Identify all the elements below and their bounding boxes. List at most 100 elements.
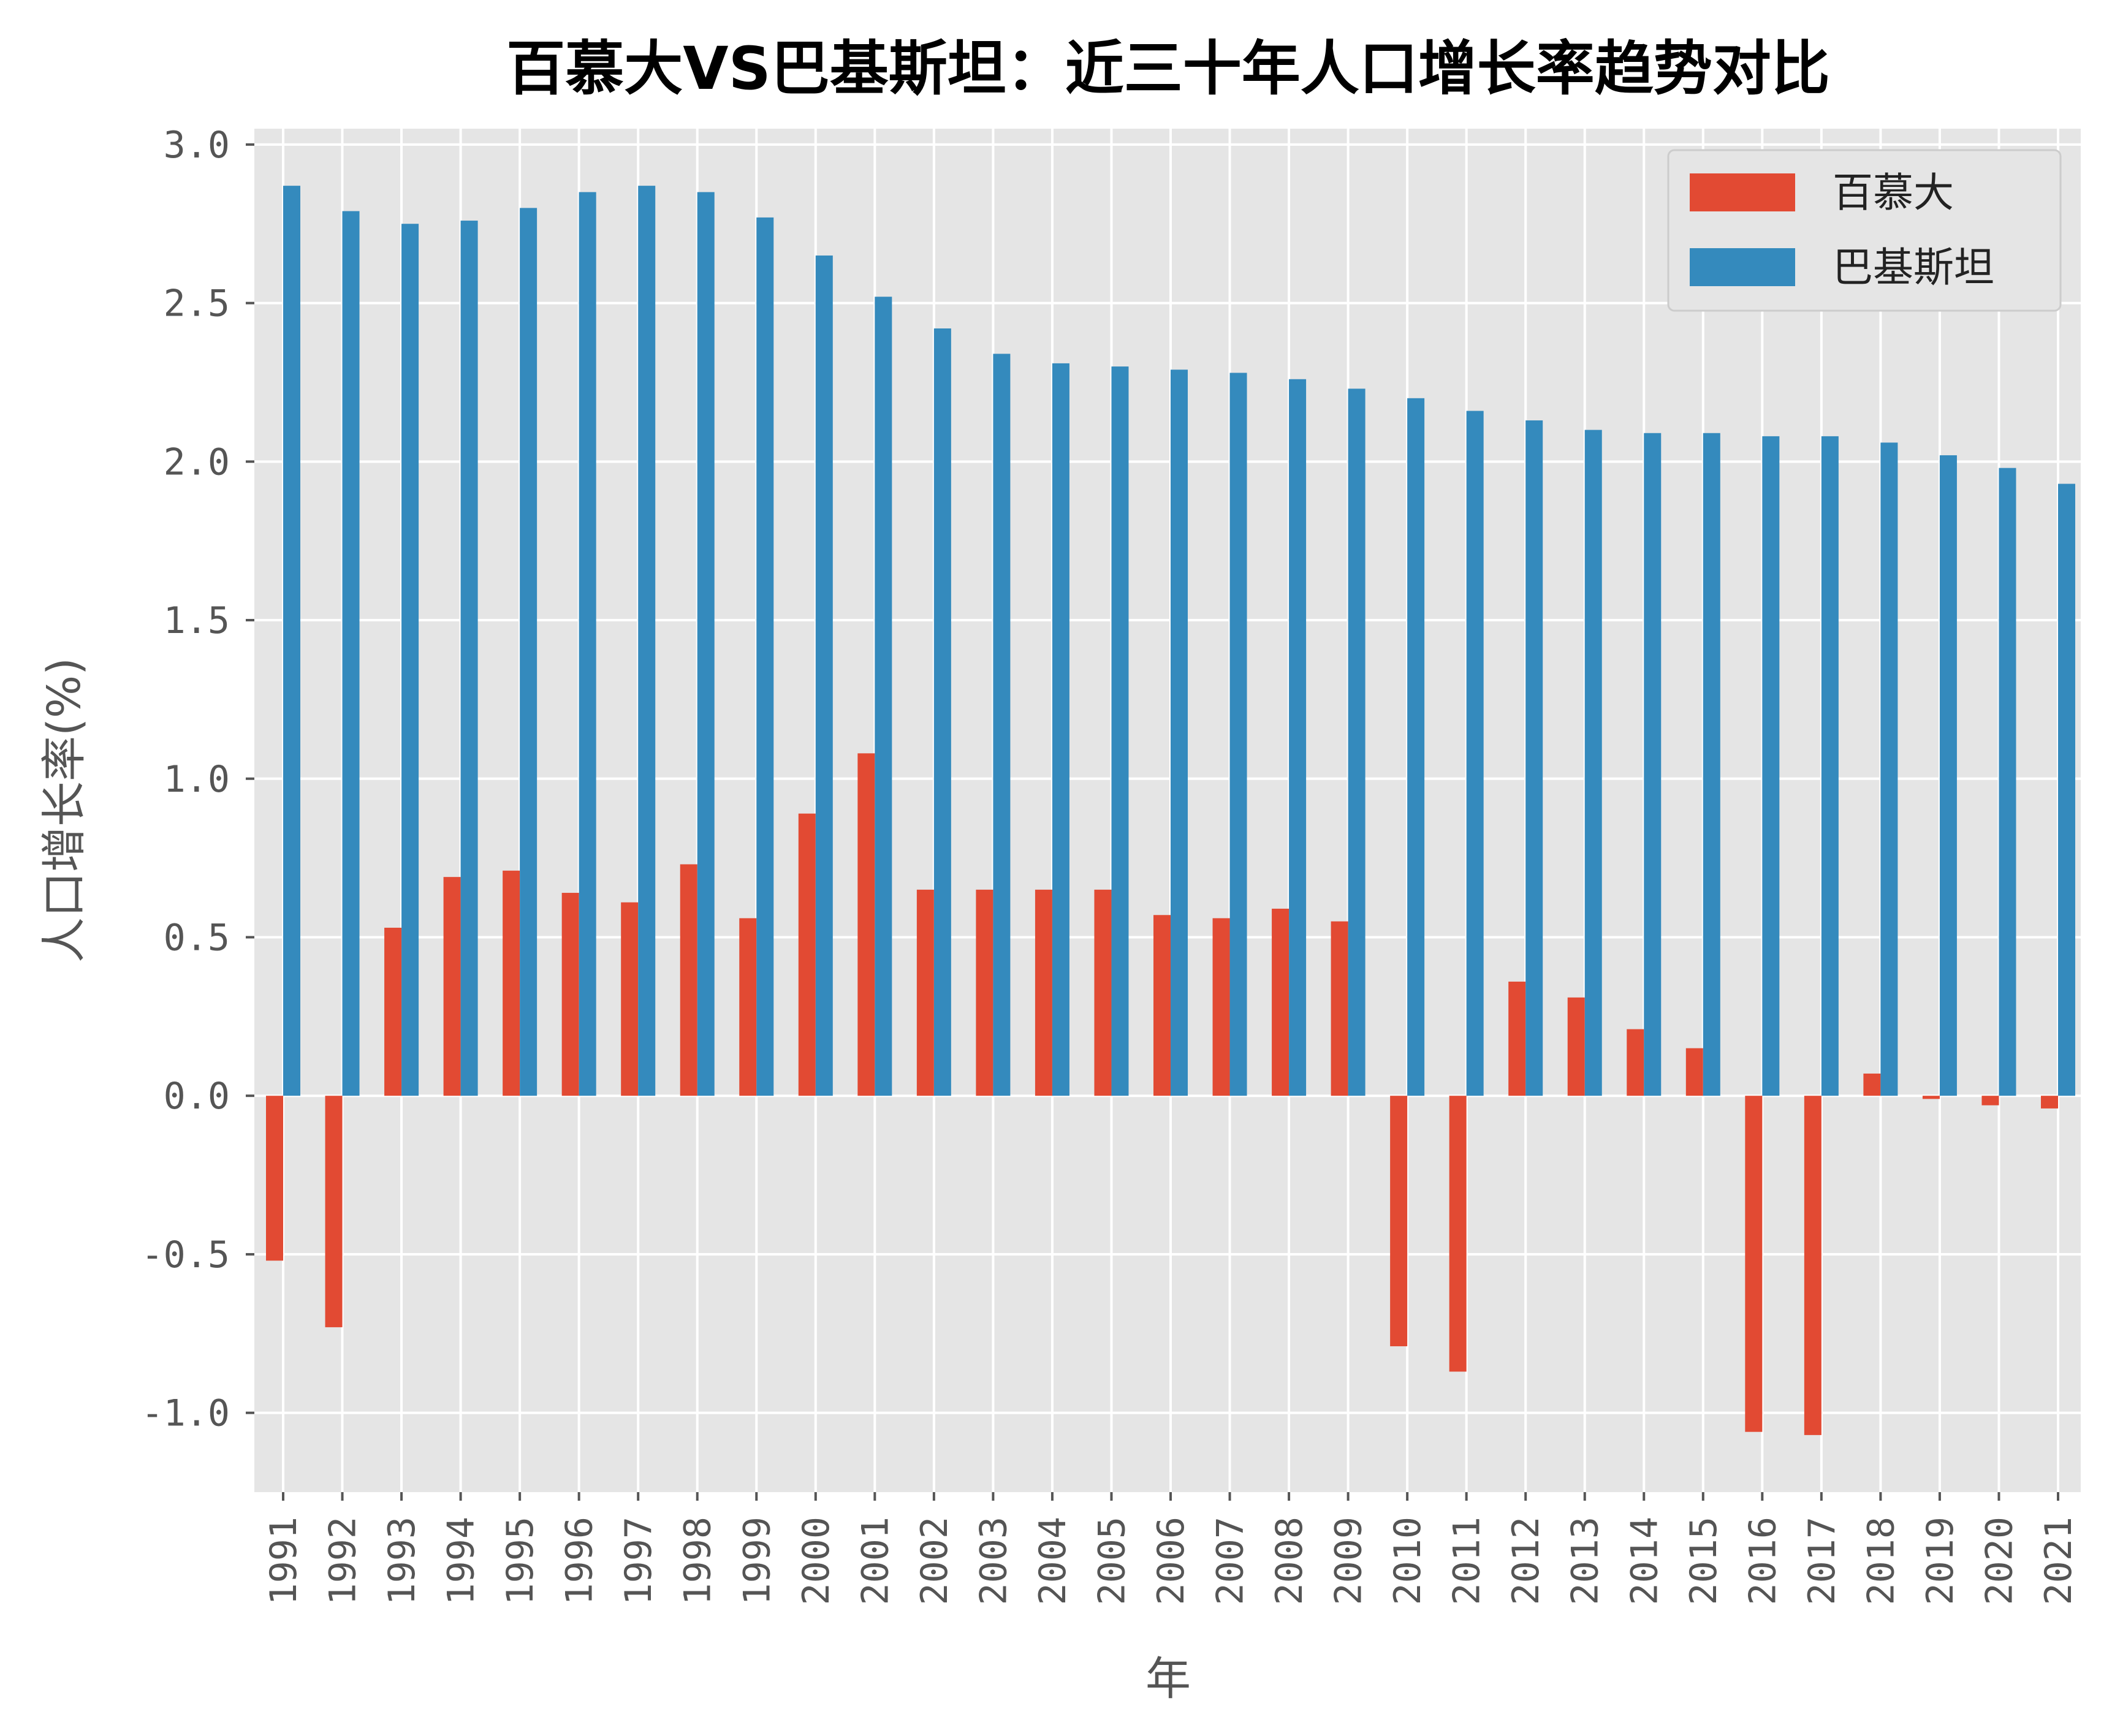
bar-bermuda-1991 (266, 1096, 283, 1261)
x-tick-label: 2019 (1919, 1517, 1962, 1605)
y-tick-label: 2.0 (164, 441, 230, 483)
bar-bermuda-2010 (1390, 1096, 1408, 1346)
bar-pakistan-1994 (460, 221, 478, 1096)
x-tick-label: 2017 (1801, 1517, 1844, 1605)
bar-bermuda-2012 (1508, 981, 1526, 1096)
bar-pakistan-2015 (1703, 433, 1720, 1096)
x-tick-label: 1994 (440, 1517, 483, 1605)
bar-pakistan-1991 (283, 186, 300, 1096)
bar-pakistan-2013 (1584, 430, 1602, 1096)
bar-pakistan-1995 (520, 208, 537, 1096)
bar-bermuda-2008 (1272, 908, 1290, 1096)
y-tick-label: 0.0 (164, 1075, 230, 1118)
x-axis-label: 年 (1145, 1653, 1191, 1705)
y-axis-label: 人口增长率(%) (38, 658, 91, 963)
x-tick-label: 2014 (1623, 1517, 1666, 1605)
bar-pakistan-2007 (1229, 373, 1247, 1096)
bar-pakistan-2014 (1644, 433, 1662, 1096)
bar-pakistan-2008 (1289, 379, 1307, 1096)
x-tick-label: 2016 (1741, 1517, 1784, 1605)
legend-label-bermuda: 百慕大 (1833, 169, 1954, 216)
legend: 百慕大 巴基斯坦 (1667, 149, 2062, 312)
y-axis-ticks: -1.0 -0.5 0.0 0.5 1.0 1.5 2.0 2.5 3.0 (142, 124, 254, 1435)
bar-bermuda-2004 (1035, 889, 1052, 1096)
bar-bermuda-2016 (1745, 1096, 1763, 1432)
x-tick-label: 1992 (322, 1517, 365, 1605)
bar-pakistan-2021 (2058, 483, 2075, 1096)
x-tick-label: 2015 (1682, 1517, 1725, 1605)
bars (266, 186, 2075, 1435)
bar-bermuda-1997 (621, 902, 639, 1096)
x-tick-label: 2007 (1209, 1517, 1252, 1605)
bar-pakistan-2018 (1880, 442, 1898, 1096)
bar-pakistan-2001 (875, 297, 892, 1096)
x-tick-label: 1993 (381, 1517, 424, 1605)
bar-pakistan-1999 (756, 217, 774, 1096)
bar-bermuda-2005 (1094, 889, 1112, 1096)
x-tick-label: 1996 (558, 1517, 601, 1605)
legend-label-pakistan: 巴基斯坦 (1833, 244, 1994, 291)
bar-pakistan-2010 (1407, 398, 1425, 1096)
y-tick-label: 0.5 (164, 916, 230, 959)
bar-pakistan-2019 (1939, 455, 1957, 1096)
x-tick-label: 2006 (1150, 1517, 1193, 1605)
bar-bermuda-2001 (857, 753, 875, 1096)
bar-pakistan-2003 (993, 354, 1011, 1096)
x-tick-label: 1997 (617, 1517, 660, 1605)
bar-bermuda-2000 (798, 813, 816, 1096)
bar-pakistan-1998 (697, 192, 715, 1096)
x-tick-label: 2003 (972, 1517, 1015, 1605)
x-tick-label: 1999 (735, 1517, 778, 1605)
bar-bermuda-2006 (1153, 915, 1171, 1096)
bar-bermuda-2007 (1212, 918, 1230, 1096)
x-tick-label: 2004 (1031, 1517, 1074, 1605)
x-tick-label: 2002 (913, 1517, 956, 1605)
bar-pakistan-1992 (342, 211, 360, 1096)
bar-pakistan-1993 (401, 224, 419, 1096)
chart-title: 百慕大VS巴基斯坦：近三十年人口增长率趋势对比 (506, 34, 1829, 103)
x-tick-label: 2012 (1505, 1517, 1548, 1605)
bar-pakistan-1996 (579, 192, 596, 1096)
x-tick-label: 2009 (1328, 1517, 1370, 1605)
x-tick-label: 2010 (1386, 1517, 1429, 1605)
bar-bermuda-2020 (1981, 1096, 1999, 1105)
bar-bermuda-2002 (916, 889, 934, 1096)
x-tick-label: 2011 (1446, 1517, 1489, 1605)
x-axis-ticks: 1991 1992 1993 1994 1995 1996 1997 1998 1999 2000… (262, 1492, 2080, 1605)
bar-pakistan-2016 (1762, 436, 1780, 1096)
bar-pakistan-2006 (1171, 370, 1188, 1096)
bar-pakistan-2017 (1821, 436, 1839, 1096)
legend-swatch-bermuda (1690, 173, 1795, 211)
y-tick-label: -0.5 (142, 1234, 230, 1276)
bar-bermuda-2009 (1331, 921, 1348, 1096)
bar-bermuda-2015 (1685, 1048, 1703, 1096)
bar-bermuda-2011 (1449, 1096, 1467, 1372)
bar-bermuda-2017 (1804, 1096, 1821, 1435)
bar-bermuda-2003 (976, 889, 993, 1096)
y-tick-label: 1.0 (164, 758, 230, 801)
y-tick-label: -1.0 (142, 1392, 230, 1435)
bar-bermuda-1992 (325, 1096, 343, 1327)
bar-bermuda-1994 (443, 877, 461, 1096)
x-tick-label: 2005 (1090, 1517, 1133, 1605)
x-tick-label: 2021 (2037, 1517, 2080, 1605)
x-tick-label: 2000 (795, 1517, 838, 1605)
bar-pakistan-2012 (1525, 420, 1543, 1096)
bar-bermuda-1996 (561, 893, 579, 1096)
x-tick-label: 1991 (262, 1517, 305, 1605)
bar-pakistan-2002 (933, 328, 951, 1096)
bar-pakistan-2005 (1111, 366, 1129, 1096)
x-tick-label: 2008 (1268, 1517, 1311, 1605)
x-tick-label: 2020 (1978, 1517, 2021, 1605)
x-tick-label: 2013 (1564, 1517, 1607, 1605)
bar-pakistan-2004 (1052, 363, 1069, 1096)
bar-pakistan-1997 (638, 186, 656, 1096)
bar-bermuda-1999 (739, 918, 757, 1096)
y-tick-label: 2.5 (164, 282, 230, 325)
x-tick-label: 2018 (1859, 1517, 1902, 1605)
x-tick-label: 1995 (499, 1517, 542, 1605)
bar-bermuda-2013 (1567, 997, 1585, 1096)
bar-pakistan-2020 (1999, 468, 2016, 1096)
bar-bermuda-2019 (1922, 1096, 1940, 1099)
